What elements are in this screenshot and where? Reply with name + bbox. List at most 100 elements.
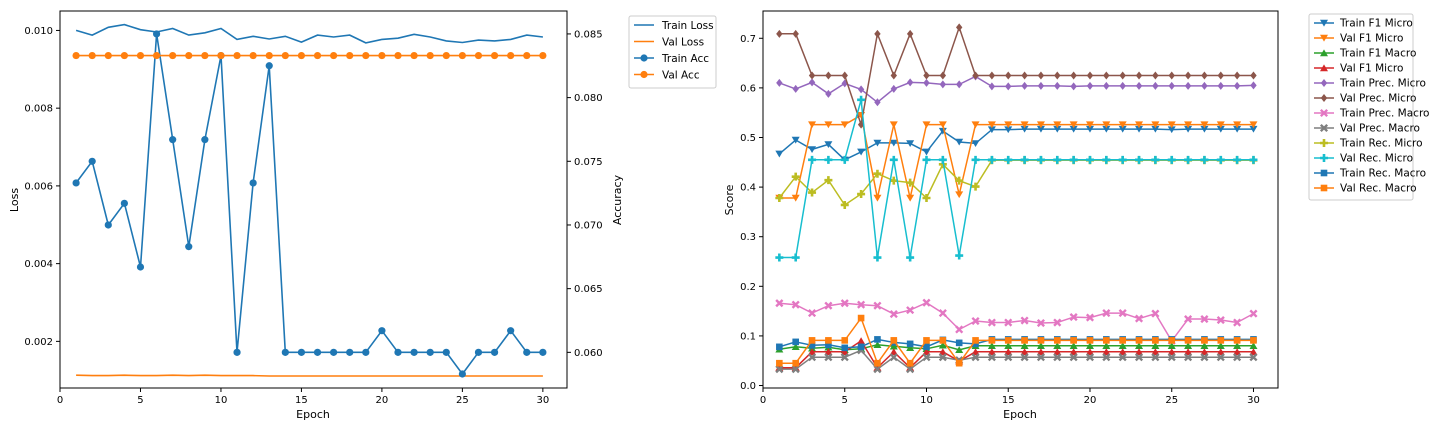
data-point <box>1216 121 1225 129</box>
data-point <box>955 138 964 146</box>
data-point <box>1233 125 1242 133</box>
data-point <box>1200 348 1209 355</box>
data-point <box>841 71 848 80</box>
data-point <box>1085 353 1095 362</box>
data-point <box>1167 342 1176 350</box>
chart2-y-axis-label: Score <box>723 184 736 215</box>
data-point <box>1102 353 1111 362</box>
data-point <box>1070 71 1077 80</box>
data-point <box>987 121 996 129</box>
data-point <box>906 78 914 87</box>
data-point <box>808 348 817 355</box>
data-point <box>136 51 145 60</box>
data-point <box>1004 126 1013 134</box>
y2-tick-label: 0.065 <box>574 284 603 295</box>
data-point <box>1118 342 1127 350</box>
y-tick-label: 0.002 <box>24 337 53 348</box>
legend-label: Val F1 Micro <box>1340 33 1403 45</box>
data-point <box>1021 71 1028 80</box>
data-point <box>1004 318 1013 327</box>
data-point <box>776 29 783 38</box>
data-point <box>1005 71 1012 80</box>
data-point <box>922 348 931 355</box>
data-point <box>988 337 996 344</box>
data-point <box>987 342 996 350</box>
y2-tick-label: 0.075 <box>574 157 603 168</box>
legend-marker <box>1319 108 1329 118</box>
data-point <box>1201 337 1208 344</box>
data-point <box>1053 337 1061 344</box>
data-point <box>874 98 881 107</box>
legend-label: Val Rec. Macro <box>1340 183 1417 195</box>
data-point <box>378 327 386 335</box>
data-point <box>233 348 241 356</box>
data-point <box>808 155 817 164</box>
data-point <box>1233 71 1241 80</box>
data-point <box>1135 337 1143 344</box>
data-point <box>1249 309 1258 318</box>
x-tick-label: 10 <box>920 395 933 406</box>
data-point <box>1053 353 1062 362</box>
data-point <box>1004 342 1013 350</box>
data-point <box>840 348 849 355</box>
data-point <box>857 337 866 345</box>
data-point <box>281 348 289 356</box>
data-point <box>1036 121 1045 129</box>
data-point <box>1036 348 1045 355</box>
legend-marker <box>1320 79 1328 87</box>
data-point <box>539 51 547 60</box>
data-point <box>1085 125 1094 133</box>
data-point <box>474 348 483 356</box>
data-point <box>120 51 128 60</box>
data-point <box>1167 348 1176 355</box>
data-point <box>1184 125 1193 133</box>
data-point <box>955 325 964 334</box>
data-point <box>1233 353 1242 362</box>
data-point <box>987 353 996 362</box>
data-point <box>889 348 898 355</box>
data-point <box>873 194 882 202</box>
data-point <box>523 348 531 356</box>
series-line <box>778 159 1254 207</box>
data-point <box>972 337 979 344</box>
data-point <box>825 337 832 344</box>
data-point <box>890 71 897 80</box>
data-point <box>873 365 882 374</box>
data-point <box>104 221 112 229</box>
data-point <box>922 194 931 203</box>
data-point <box>775 150 784 158</box>
chart1-right-axis-label: Accuracy <box>611 174 624 225</box>
series-line <box>779 349 1254 371</box>
data-point <box>922 148 931 156</box>
data-point <box>1119 81 1126 90</box>
data-point <box>1217 71 1224 80</box>
legend-label: Val Rec. Micro <box>1340 153 1413 165</box>
data-point <box>185 243 193 251</box>
x-tick-label: 20 <box>1084 395 1097 406</box>
data-point <box>824 141 833 149</box>
score-chart: 0 5 10 15 20 25 30 0.0 0.1 0.2 0.3 0.4 0.5 0.6 0.7 Epo… <box>723 10 1429 421</box>
data-point <box>1119 337 1126 344</box>
data-point <box>265 51 273 60</box>
data-point <box>330 51 338 60</box>
series-line <box>75 23 543 44</box>
data-point <box>539 348 547 356</box>
data-point <box>955 191 964 199</box>
data-point <box>1103 81 1110 90</box>
data-point <box>1249 121 1258 129</box>
legend-label: Train Rec. Macro <box>1339 168 1426 180</box>
data-point <box>808 121 817 129</box>
data-point <box>1184 121 1193 129</box>
data-point <box>857 120 865 129</box>
data-point <box>1167 155 1176 164</box>
data-point <box>825 89 832 98</box>
data-point <box>1069 353 1078 362</box>
data-point <box>1020 316 1029 325</box>
data-point <box>840 353 849 362</box>
data-point <box>857 85 865 94</box>
legend-box <box>1308 13 1414 201</box>
data-point <box>987 348 996 355</box>
data-point <box>971 121 980 129</box>
x-tick-label: 30 <box>1247 395 1260 406</box>
data-point <box>1249 125 1258 133</box>
